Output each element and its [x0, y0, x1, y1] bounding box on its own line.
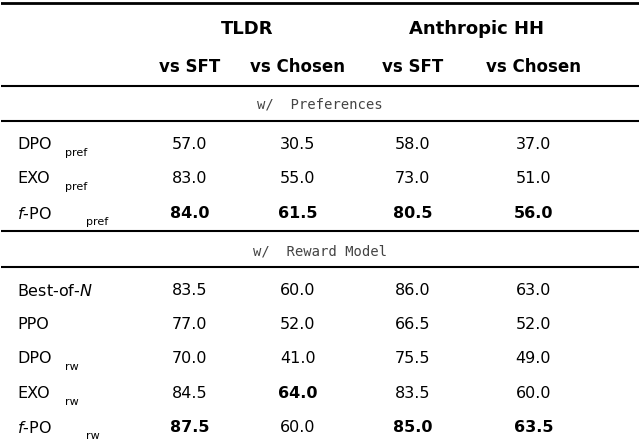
Text: 51.0: 51.0 [516, 172, 551, 187]
Text: Best-of-$N$: Best-of-$N$ [17, 283, 93, 299]
Text: 83.5: 83.5 [395, 386, 430, 401]
Text: 63.0: 63.0 [516, 283, 551, 298]
Text: 64.0: 64.0 [278, 386, 317, 401]
Text: $f$-PO: $f$-PO [17, 420, 52, 436]
Text: pref: pref [65, 148, 88, 158]
Text: pref: pref [65, 182, 88, 192]
Text: 73.0: 73.0 [395, 172, 430, 187]
Text: 57.0: 57.0 [172, 137, 207, 152]
Text: 37.0: 37.0 [516, 137, 551, 152]
Text: 41.0: 41.0 [280, 352, 316, 367]
Text: 60.0: 60.0 [280, 421, 316, 436]
Text: 55.0: 55.0 [280, 172, 316, 187]
Text: 70.0: 70.0 [172, 352, 207, 367]
Text: 84.5: 84.5 [172, 386, 207, 401]
Text: DPO: DPO [17, 352, 52, 367]
Text: 61.5: 61.5 [278, 206, 317, 221]
Text: 49.0: 49.0 [516, 352, 551, 367]
Text: vs SFT: vs SFT [159, 58, 220, 76]
Text: w/  Reward Model: w/ Reward Model [253, 245, 387, 259]
Text: 83.5: 83.5 [172, 283, 207, 298]
Text: 60.0: 60.0 [280, 283, 316, 298]
Text: 85.0: 85.0 [393, 421, 432, 436]
Text: 87.5: 87.5 [170, 421, 209, 436]
Text: 80.5: 80.5 [393, 206, 432, 221]
Text: rw: rw [86, 431, 100, 440]
Text: EXO: EXO [17, 172, 50, 187]
Text: vs Chosen: vs Chosen [486, 58, 581, 76]
Text: rw: rw [65, 363, 79, 372]
Text: pref: pref [86, 217, 108, 227]
Text: 83.0: 83.0 [172, 172, 207, 187]
Text: rw: rw [65, 397, 79, 407]
Text: EXO: EXO [17, 386, 50, 401]
Text: 86.0: 86.0 [395, 283, 430, 298]
Text: 60.0: 60.0 [516, 386, 551, 401]
Text: PPO: PPO [17, 317, 49, 332]
Text: TLDR: TLDR [220, 20, 273, 38]
Text: 56.0: 56.0 [514, 206, 553, 221]
Text: vs SFT: vs SFT [382, 58, 443, 76]
Text: 66.5: 66.5 [395, 317, 430, 332]
Text: 75.5: 75.5 [395, 352, 430, 367]
Text: vs Chosen: vs Chosen [250, 58, 345, 76]
Text: DPO: DPO [17, 137, 52, 152]
Text: Anthropic HH: Anthropic HH [408, 20, 543, 38]
Text: 52.0: 52.0 [280, 317, 316, 332]
Text: 77.0: 77.0 [172, 317, 207, 332]
Text: 52.0: 52.0 [516, 317, 551, 332]
Text: 84.0: 84.0 [170, 206, 209, 221]
Text: 63.5: 63.5 [514, 421, 553, 436]
Text: 30.5: 30.5 [280, 137, 316, 152]
Text: w/  Preferences: w/ Preferences [257, 98, 383, 111]
Text: $f$-PO: $f$-PO [17, 206, 52, 222]
Text: 58.0: 58.0 [395, 137, 430, 152]
